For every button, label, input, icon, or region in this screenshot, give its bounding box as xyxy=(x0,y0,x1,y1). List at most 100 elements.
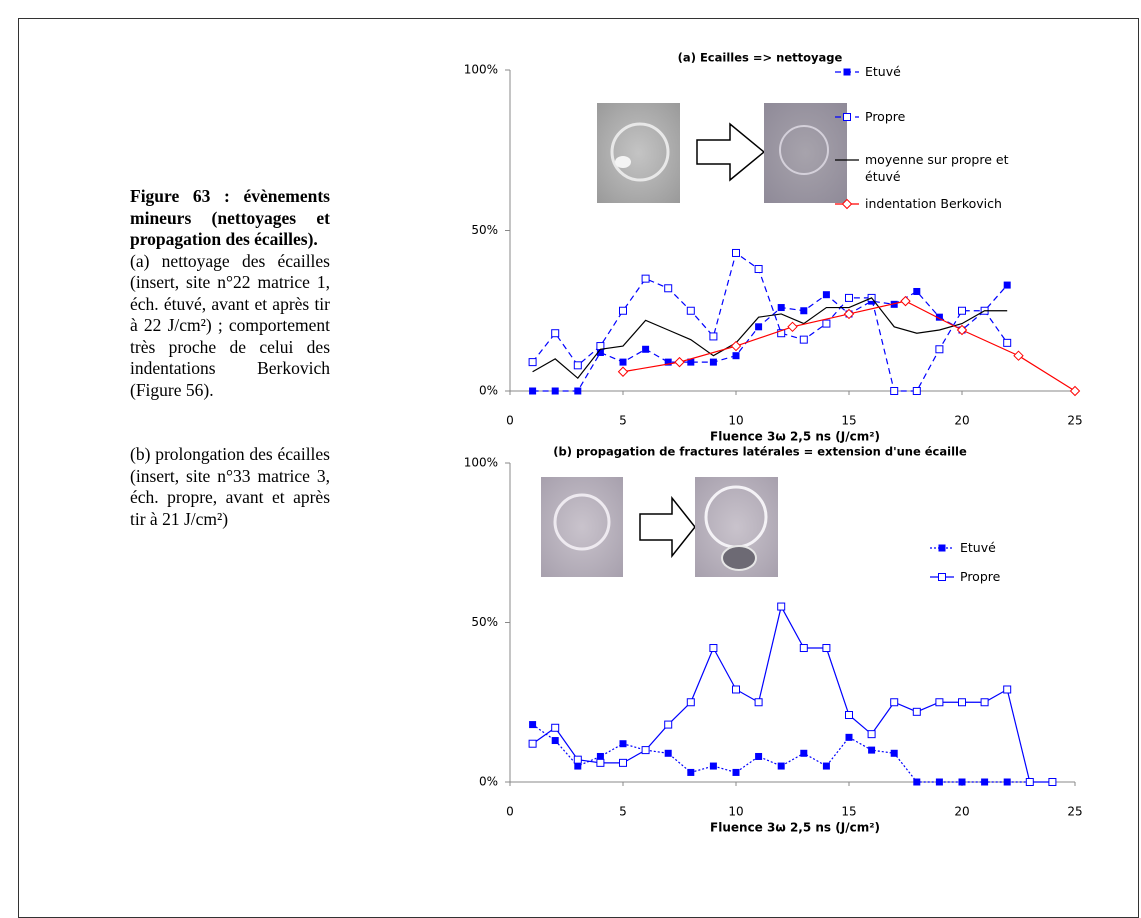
marker xyxy=(935,698,944,707)
marker xyxy=(822,319,831,328)
marker xyxy=(732,352,740,360)
marker xyxy=(981,778,989,786)
chart-title: (b) propagation de fractures latérales =… xyxy=(553,445,967,459)
marker xyxy=(867,730,876,739)
marker xyxy=(596,752,604,760)
x-tick-label: 10 xyxy=(728,805,743,819)
y-tick-label: 0% xyxy=(479,775,498,789)
marker xyxy=(912,707,921,716)
marker xyxy=(800,307,808,315)
legend-label: Etuvé xyxy=(960,540,996,555)
marker xyxy=(958,698,966,707)
marker xyxy=(868,746,876,754)
chart-title: (a) Ecailles => nettoyage xyxy=(678,51,843,65)
legend-entry: Propre xyxy=(865,109,906,124)
legend-label: Etuvé xyxy=(865,64,901,79)
marker xyxy=(845,711,853,720)
marker xyxy=(551,737,559,745)
marker xyxy=(1048,778,1057,786)
marker xyxy=(528,739,537,748)
marker xyxy=(664,358,672,366)
y-tick-label: 0% xyxy=(479,384,498,398)
marker xyxy=(730,340,742,352)
marker xyxy=(619,758,627,767)
x-tick-label: 0 xyxy=(506,414,514,428)
marker xyxy=(787,321,798,333)
marker xyxy=(980,698,989,707)
marker xyxy=(755,752,763,760)
caption-title: Figure 63 : évènements mineurs (nettoyag… xyxy=(130,186,330,249)
marker xyxy=(754,698,763,707)
marker xyxy=(956,324,968,336)
legend-label: Propre xyxy=(960,569,1001,584)
marker xyxy=(619,740,627,748)
marker xyxy=(1025,778,1034,786)
y-tick-label: 50% xyxy=(471,615,498,629)
marker xyxy=(709,358,717,366)
caption: Figure 63 : évènements mineurs (nettoyag… xyxy=(130,186,330,573)
marker xyxy=(687,768,695,776)
legend-entry: indentation Berkovich xyxy=(865,196,1002,211)
marker xyxy=(686,698,695,707)
marker xyxy=(732,685,740,694)
marker xyxy=(573,755,582,764)
marker xyxy=(1069,385,1081,397)
legend-label: indentation Berkovich xyxy=(865,196,1002,211)
marker xyxy=(642,345,650,353)
marker xyxy=(619,358,627,366)
marker xyxy=(890,300,898,308)
marker xyxy=(664,284,673,293)
marker xyxy=(777,329,786,338)
marker xyxy=(1003,685,1012,694)
marker xyxy=(777,762,785,770)
marker xyxy=(617,366,629,377)
marker xyxy=(709,762,717,770)
x-tick-label: 5 xyxy=(619,805,627,819)
legend-entry: Etuvé xyxy=(865,64,901,79)
marker xyxy=(799,335,808,344)
marker xyxy=(551,329,560,338)
marker xyxy=(900,295,911,307)
marker xyxy=(732,248,740,257)
x-tick-label: 10 xyxy=(728,414,743,428)
y-tick-label: 50% xyxy=(471,223,498,237)
series-line xyxy=(532,297,1008,380)
legend-label: Propre xyxy=(865,109,906,124)
legend-label: moyenne sur propre et étuvé xyxy=(865,152,1009,184)
series-line xyxy=(532,724,1030,783)
marker xyxy=(822,644,831,653)
marker xyxy=(664,749,672,757)
series-line xyxy=(532,251,1008,392)
x-tick-label: 25 xyxy=(1067,805,1082,819)
marker xyxy=(777,602,786,611)
marker xyxy=(641,274,650,283)
marker xyxy=(528,358,537,367)
marker xyxy=(732,768,740,776)
marker xyxy=(845,733,853,741)
marker xyxy=(551,723,560,732)
marker xyxy=(777,304,785,312)
legend-entry: moyenne sur propre et étuvé xyxy=(865,152,1009,184)
marker xyxy=(822,762,830,770)
marker xyxy=(596,758,605,767)
y-tick-label: 100% xyxy=(464,456,498,470)
marker xyxy=(1003,281,1011,289)
marker xyxy=(890,749,898,757)
marker xyxy=(664,720,673,729)
marker xyxy=(843,68,851,76)
marker xyxy=(822,291,830,299)
insert-photos-a xyxy=(597,103,847,203)
marker xyxy=(674,356,685,368)
series-line xyxy=(532,284,1008,392)
legend-entry: Etuvé xyxy=(960,540,996,555)
x-axis-title: Fluence 3ω 2,5 ns (J/cm²) xyxy=(710,821,880,835)
marker xyxy=(912,387,921,395)
marker xyxy=(799,644,808,653)
marker xyxy=(619,306,627,315)
marker xyxy=(1003,778,1011,786)
x-tick-label: 15 xyxy=(841,414,856,428)
x-tick-label: 15 xyxy=(841,805,856,819)
insert-photos-b xyxy=(541,477,778,577)
x-tick-label: 20 xyxy=(954,414,969,428)
